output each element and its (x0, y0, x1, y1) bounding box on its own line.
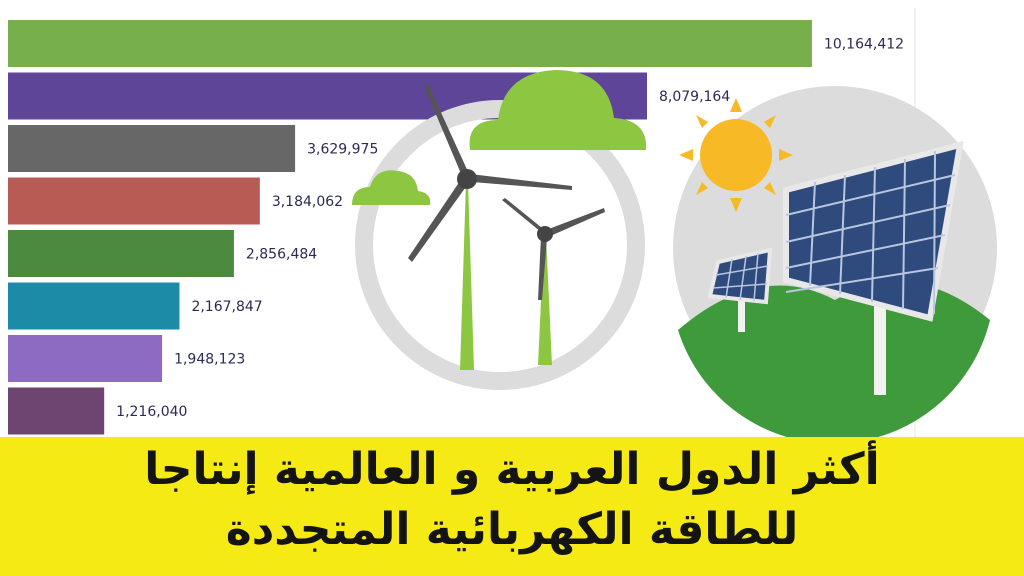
title-banner (0, 437, 1024, 576)
turbine-blade (502, 198, 547, 232)
bar-6 (8, 282, 180, 330)
bars-layer (8, 20, 812, 435)
value-label-8: 1,216,040 (116, 404, 187, 420)
bar-4 (8, 177, 260, 225)
value-labels-layer: 10,164,412 8,079,164 3,629,975 3,184,062 2,8… (116, 37, 904, 421)
turbine-blade (538, 236, 547, 300)
panel-post (874, 300, 886, 395)
bar-7 (8, 335, 163, 382)
value-label-7: 1,948,123 (174, 352, 245, 368)
value-label-3: 3,629,975 (307, 142, 378, 158)
turbine-tower-small (538, 236, 552, 365)
cloud-small-icon (352, 170, 431, 205)
bar-3 (8, 125, 296, 172)
green-hill (678, 281, 990, 444)
sun-icon (679, 98, 793, 212)
turbine-blade (408, 178, 468, 262)
wind-turbine-illustration (352, 70, 647, 390)
turbine-blade (424, 84, 470, 176)
bar-5 (8, 230, 234, 277)
turbine-tower-large (460, 182, 474, 370)
title-line-1: أكثر الدول العربية و العالمية إنتاجا (144, 444, 880, 495)
value-label-2: 8,079,164 (659, 89, 730, 105)
solar-panel-grid (785, 150, 956, 315)
value-label-1: 10,164,412 (824, 37, 904, 53)
title-line-2: للطاقة الكهربائية المتجددة (225, 504, 799, 555)
turbine-hub (537, 226, 553, 242)
turbine-blade (546, 208, 605, 237)
turbine-blade (470, 174, 572, 190)
panel-post (738, 300, 745, 332)
solar-panel-small-grid (712, 252, 769, 302)
value-label-5: 2,856,484 (246, 247, 317, 263)
value-label-4: 3,184,062 (272, 194, 343, 210)
turbine-hub (457, 169, 477, 189)
solar-panel-illustration (673, 86, 997, 444)
bar-8 (8, 387, 105, 435)
bar-1 (8, 20, 812, 67)
value-label-6: 2,167,847 (191, 299, 262, 315)
cloud-large-icon (469, 70, 647, 150)
turbine-ring (355, 100, 645, 390)
